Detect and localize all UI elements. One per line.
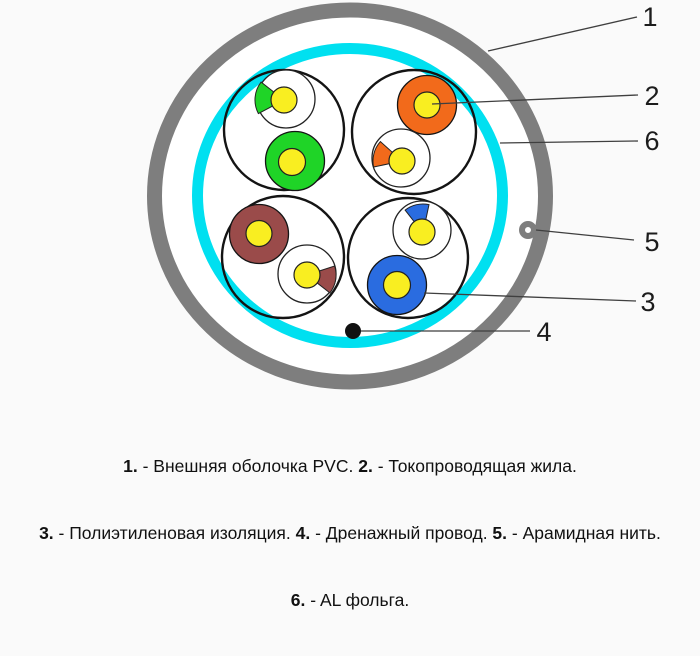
legend: 1. - Внешняя оболочка PVC. 2. - Токопров… xyxy=(0,410,700,656)
conductor-white-blue xyxy=(408,218,436,246)
legend-text-1: - Внешняя оболочка PVC. xyxy=(137,455,359,476)
outer-sheath-ring xyxy=(147,2,553,390)
blue-pair xyxy=(366,200,452,316)
conductor-white-green xyxy=(270,86,298,114)
conductor-brown xyxy=(245,219,273,248)
conductor-white-orange xyxy=(388,147,416,175)
brown-pair xyxy=(228,203,337,304)
wire-white-green-stripe xyxy=(254,81,285,115)
callout-sheath: 1 xyxy=(642,2,657,32)
orange-pair xyxy=(371,74,458,188)
diagram-canvas: 1 2 6 5 3 4 xyxy=(147,2,660,390)
leader-line-insulation xyxy=(423,292,637,302)
legend-line-3: 6. - AL фольга. xyxy=(0,589,700,611)
aramid-thread-ring xyxy=(519,221,537,239)
leader-line-conductor xyxy=(431,94,639,105)
legend-text-2: - Токопроводящая жила. xyxy=(372,455,577,476)
pair-outline-blue xyxy=(346,196,470,320)
pair-outlines xyxy=(220,68,478,320)
pair-outline-brown xyxy=(220,194,346,320)
legend-num-5: 5. xyxy=(492,523,508,544)
conductor-white-brown xyxy=(293,261,321,289)
legend-line-2: 3. - Полиэтиленовая изоляция. 4. - Дрена… xyxy=(0,522,700,544)
callout-aramid: 5 xyxy=(644,227,659,257)
conductor-green xyxy=(277,147,307,177)
legend-text-5: - Арамидная нить. xyxy=(507,523,661,544)
legend-line-1: 1. - Внешняя оболочка PVC. 2. - Токопров… xyxy=(0,455,700,477)
legend-num-6: 6. xyxy=(290,590,306,611)
leader-line-sheath xyxy=(487,16,638,52)
legend-num-4: 4. xyxy=(295,523,311,544)
legend-text-4: - Дренажный провод. xyxy=(310,523,493,544)
legend-num-3: 3. xyxy=(39,523,54,544)
legend-num-2: 2. xyxy=(358,455,373,476)
legend-num-1: 1. xyxy=(123,455,138,476)
leader-line-foil xyxy=(499,140,639,144)
drain-wire-dot xyxy=(345,323,361,339)
leader-line-aramid xyxy=(535,229,635,241)
conductor-blue xyxy=(382,270,412,300)
callout-insulation: 3 xyxy=(640,287,655,317)
legend-text-6: - AL фольга. xyxy=(305,590,410,611)
al-foil-ring xyxy=(192,43,508,348)
pair-outline-orange xyxy=(350,68,478,196)
green-pair xyxy=(254,69,326,192)
callout-conductor: 2 xyxy=(644,81,659,111)
conductor-orange xyxy=(413,91,441,119)
callout-drain: 4 xyxy=(536,317,551,347)
cable-cross-section-diagram: 1 2 6 5 3 4 1. - Внешняя оболочка PVC. 2… xyxy=(39,2,661,610)
callout-foil: 6 xyxy=(644,126,659,156)
legend-text-3: - Полиэтиленовая изоляция. xyxy=(53,523,296,544)
leader-lines xyxy=(361,16,639,332)
